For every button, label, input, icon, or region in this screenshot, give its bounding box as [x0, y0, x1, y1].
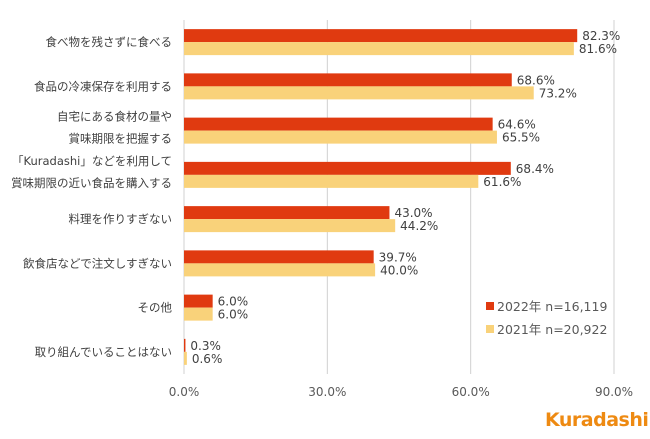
bar: [184, 174, 479, 188]
bar: [184, 117, 493, 131]
category-label: 食品の冷凍保存を利用する: [34, 79, 172, 93]
category-label: 料理を作りすぎない: [69, 212, 173, 226]
data-label: 39.7%: [379, 250, 417, 264]
bar: [184, 338, 186, 352]
logo: Kuradashi: [545, 409, 649, 431]
bar: [184, 351, 187, 365]
category-label: その他: [138, 301, 173, 315]
data-label: 40.0%: [380, 263, 418, 277]
data-label: 81.6%: [579, 42, 617, 56]
legend-label: 2022年 n=16,119: [497, 299, 607, 314]
data-label: 0.3%: [190, 339, 221, 353]
bar: [184, 86, 534, 100]
bar: [184, 42, 574, 56]
category-label: 「Kuradashi」などを利用して: [12, 154, 172, 168]
data-label: 64.6%: [498, 118, 536, 132]
bar: [184, 73, 512, 87]
category-label: 食べ物を残さずに食べる: [46, 35, 173, 49]
x-tick-label: 90.0%: [595, 385, 633, 399]
x-tick-label: 60.0%: [452, 385, 490, 399]
bar: [184, 250, 374, 264]
category-label: 飲食店などで注文しすぎない: [23, 256, 172, 270]
data-label: 68.6%: [517, 73, 555, 87]
bar: [184, 206, 390, 220]
legend-swatch: [486, 302, 494, 310]
data-label: 0.6%: [192, 352, 223, 366]
data-label: 44.2%: [400, 219, 438, 233]
bar: [184, 161, 511, 175]
bar: [184, 294, 213, 308]
bar: [184, 219, 396, 233]
data-label: 6.0%: [218, 295, 249, 309]
bar: [184, 307, 213, 321]
data-label: 43.0%: [394, 206, 432, 220]
data-label: 73.2%: [539, 86, 577, 100]
x-tick-label: 0.0%: [169, 385, 200, 399]
bar: [184, 130, 497, 144]
data-label: 65.5%: [502, 131, 540, 145]
x-tick-label: 30.0%: [308, 385, 346, 399]
legend-label: 2021年 n=20,922: [497, 322, 607, 337]
legend-swatch: [486, 325, 494, 333]
bar: [184, 263, 376, 277]
category-label: 取り組んでいることはない: [35, 345, 172, 359]
bar: [184, 29, 578, 43]
category-label: 賞味期限の近い食品を購入する: [11, 176, 172, 190]
category-label: 賞味期限を把握する: [69, 132, 173, 146]
category-label: 自宅にある食材の量や: [57, 110, 172, 124]
data-label: 61.6%: [483, 175, 521, 189]
data-label: 6.0%: [218, 308, 249, 322]
data-label: 82.3%: [582, 29, 620, 43]
data-label: 68.4%: [516, 162, 554, 176]
